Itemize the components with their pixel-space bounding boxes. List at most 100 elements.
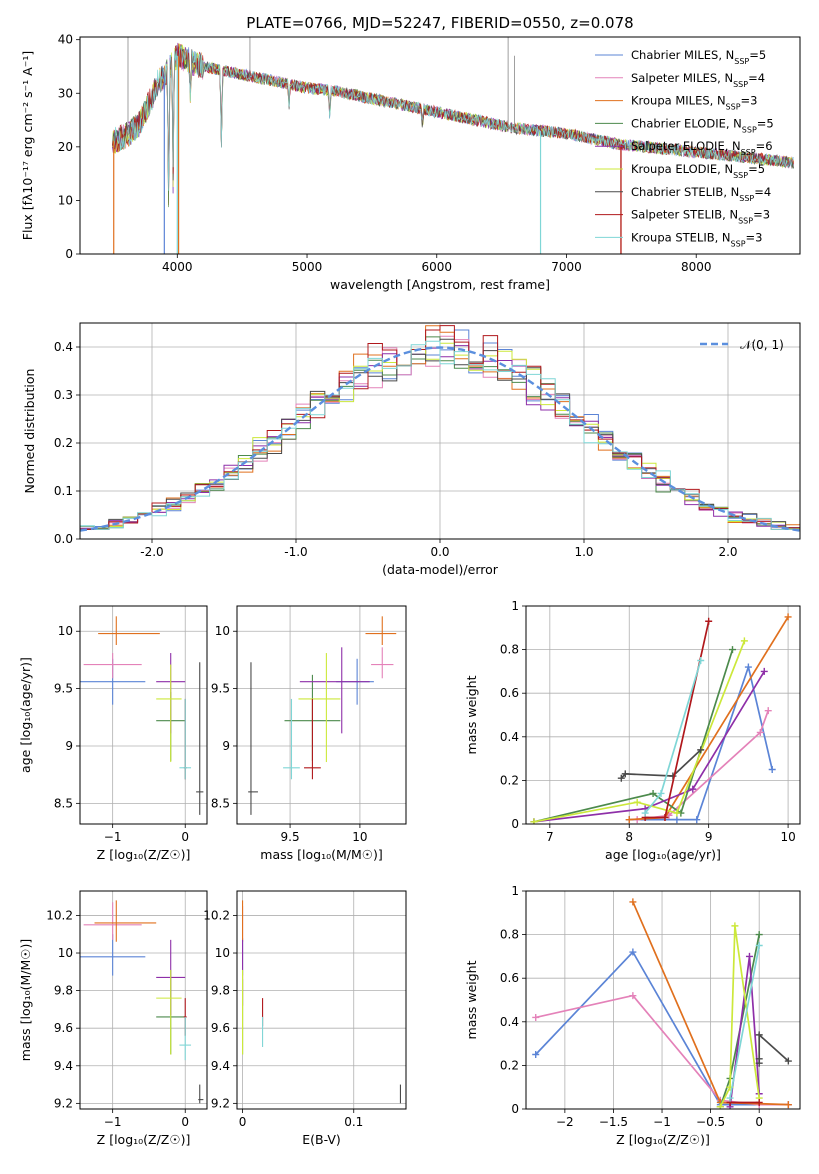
legend-label-normal: 𝒩(0, 1) <box>740 338 784 352</box>
weight-marker-salp_miles <box>764 707 772 715</box>
weight-marker-salp_elodie <box>689 785 697 793</box>
panel-weight_vs_Z: −2 −1.5 −1 −0.5 0 0 0.2 0.4 0.6 0.8 1 Z [log₁₀(Z/Z☉… <box>464 884 801 1147</box>
weight-marker-salp_elodie <box>760 667 768 675</box>
weight-marker-krou_stelib <box>641 809 649 817</box>
panel-residuals: -2.0 -1.0 0.0 1.0 2.0 0.0 0.1 0.2 0.3 0.4 (data-mo… <box>22 322 801 577</box>
y-tick-label: 10 <box>215 946 230 960</box>
weight-marker-salp_stelib <box>705 617 713 625</box>
errorbar-point-krou_miles <box>98 616 160 646</box>
x-tick-label: −0.5 <box>696 1115 725 1129</box>
x-tick-label: 8000 <box>681 260 712 274</box>
errorbar-point-krou_elodie <box>156 969 182 1055</box>
errorbar-point-salp_stelib <box>304 698 321 780</box>
x-tick-label: -1.0 <box>284 545 307 559</box>
y-tick-label: 10.2 <box>46 908 73 922</box>
y-axis-label: mass weight <box>464 675 479 754</box>
weight-marker-chab_stelib <box>755 1055 763 1063</box>
axes-frame <box>79 322 801 540</box>
x-tick-label: 1.0 <box>574 545 593 559</box>
plot-area <box>530 613 792 824</box>
y-tick-label: 0.1 <box>54 484 73 498</box>
y-tick-label: 1 <box>511 599 519 613</box>
weight-marker-krou_miles <box>625 816 633 824</box>
y-tick-label: 30 <box>58 86 73 100</box>
x-tick-label: 10 <box>780 830 795 844</box>
x-tick-label: −1 <box>104 830 122 844</box>
y-tick-label: 9.8 <box>211 984 230 998</box>
y-tick-label: 0.4 <box>500 1015 519 1029</box>
x-tick-label: 0 <box>181 1115 189 1129</box>
plot-area <box>112 37 794 254</box>
errorbar-point-salp_elodie <box>299 647 370 734</box>
weight-marker-salp_miles <box>629 992 637 1000</box>
legend-label-salp_miles: Salpeter MILES, NSSP=4 <box>631 71 765 89</box>
y-tick-label: 9.8 <box>54 984 73 998</box>
errorbar-point-krou_miles <box>365 616 397 646</box>
x-tick-label: 0.1 <box>344 1115 363 1129</box>
weight-marker-chab_miles <box>744 663 752 671</box>
errorbar-point-krou_miles <box>94 900 157 942</box>
plot-area <box>80 616 204 815</box>
y-tick-label: 9.6 <box>54 1021 73 1035</box>
spectrum-line-krou_stelib <box>112 45 794 191</box>
y-tick-label: 40 <box>58 33 73 47</box>
x-axis-label: age [log₁₀(age/yr)] <box>605 847 721 862</box>
panel-spectrum: 4000 5000 6000 7000 8000 0 10 20 30 40 wavelength … <box>20 33 801 292</box>
y-tick-label: 9.5 <box>54 682 73 696</box>
weight-marker-salp_stelib <box>755 1098 763 1106</box>
y-tick-label: 0.4 <box>500 730 519 744</box>
y-tick-label: 9 <box>222 739 230 753</box>
weight-marker-krou_elodie <box>530 818 538 824</box>
y-tick-label: 1 <box>511 884 519 898</box>
errorbar-point-chab_stelib <box>198 1084 204 1104</box>
x-axis-label: (data-model)/error <box>382 562 499 577</box>
y-tick-label: 0.8 <box>500 643 519 657</box>
plot-area <box>532 898 792 1109</box>
x-axis-label: mass [log₁₀(M/M☉)] <box>260 847 382 862</box>
weight-marker-chab_miles <box>768 766 776 773</box>
y-tick-label: 0.3 <box>54 388 73 402</box>
x-tick-label: 10 <box>352 830 367 844</box>
x-tick-label: −1.5 <box>599 1115 628 1129</box>
weight-marker-krou_stelib <box>657 789 665 797</box>
weight-line-krou_stelib <box>729 945 761 1099</box>
weight-marker-krou_miles <box>784 613 792 621</box>
errorbar-point-chab_stelib <box>196 662 204 815</box>
errorbar-point-krou_stelib <box>179 698 192 780</box>
errorbar-point-krou_elodie <box>298 653 341 763</box>
weight-marker-chab_elodie <box>755 931 763 939</box>
y-tick-label: 0.2 <box>500 773 519 787</box>
y-axis-label: mass [log₁₀(M/M☉)] <box>18 939 33 1061</box>
errorbar-point-krou_stelib <box>283 698 300 780</box>
weight-marker-krou_stelib <box>697 657 705 664</box>
y-tick-label: 0.6 <box>500 971 519 985</box>
weight-marker-salp_elodie <box>745 952 753 960</box>
x-tick-label: −1 <box>653 1115 671 1129</box>
x-tick-label: 9 <box>705 830 713 844</box>
axes-frame <box>79 36 801 255</box>
y-tick-label: 0.4 <box>54 340 73 354</box>
legend-label-salp_elodie: Salpeter ELODIE, NSSP=6 <box>631 139 773 157</box>
spectrum-line-salp_elodie <box>112 42 794 194</box>
weight-marker-krou_stelib <box>726 1094 734 1102</box>
weight-marker-chab_stelib <box>784 1057 792 1065</box>
weight-marker-salp_miles <box>756 728 764 736</box>
x-axis-label: Z [log₁₀(Z/Z☉)] <box>97 847 191 862</box>
legend-label-krou_stelib: Kroupa STELIB, NSSP=3 <box>631 230 762 248</box>
weight-marker-salp_stelib <box>661 813 669 821</box>
x-tick-label: 0.0 <box>430 545 449 559</box>
plot-area <box>248 616 397 815</box>
y-tick-label: 9.4 <box>54 1059 73 1073</box>
weight-line-chab_elodie <box>533 649 734 823</box>
axes-frame <box>79 890 208 1110</box>
y-tick-label: 10.2 <box>203 908 230 922</box>
x-tick-label: 7 <box>546 830 554 844</box>
panel-mass_vs_EBV: 0 0.1 9.2 9.4 9.6 9.8 10 10.2 E(B-V) <box>203 890 407 1147</box>
y-tick-label: 10 <box>58 946 73 960</box>
x-tick-label: 0 <box>755 1115 763 1129</box>
y-axis-label: Flux [fλ10⁻¹⁷ erg cm⁻² s⁻¹ A⁻¹] <box>20 51 35 240</box>
y-tick-label: 9.2 <box>211 1096 230 1110</box>
panel-age_vs_mass: 9.5 10 8.5 9 9.5 10 mass [log₁₀(M/M☉)] <box>211 605 407 862</box>
